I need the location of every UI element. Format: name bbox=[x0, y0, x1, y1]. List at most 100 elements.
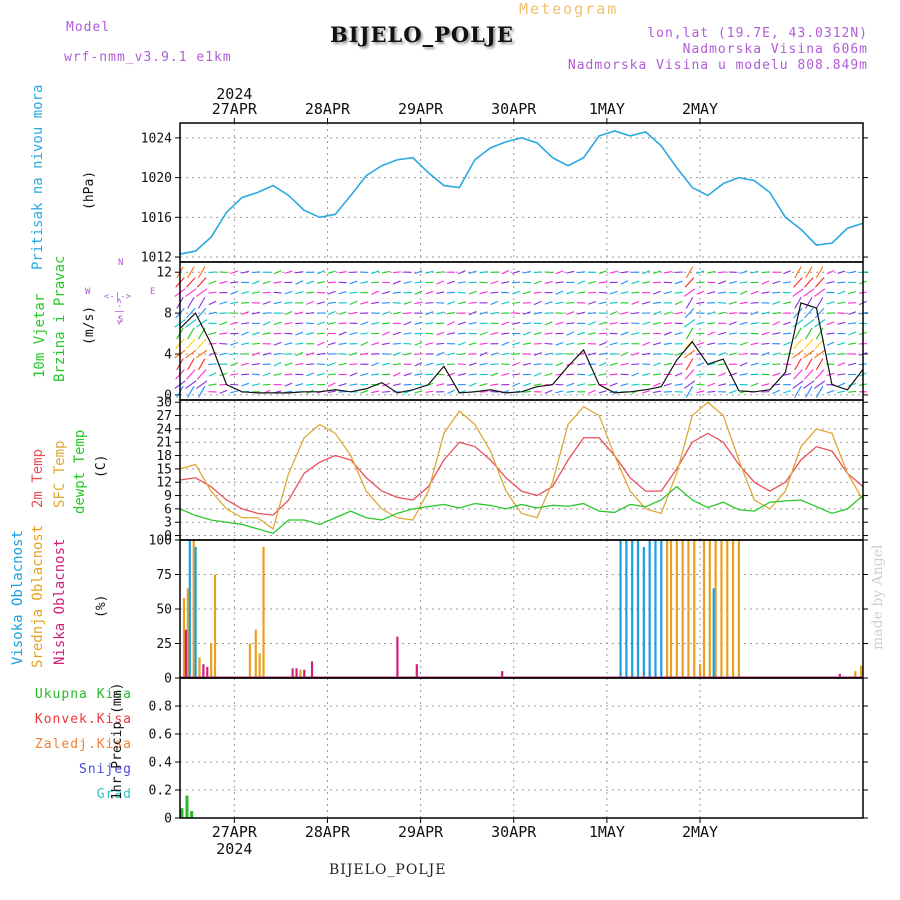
wind-arrow bbox=[251, 311, 260, 315]
wind-arrow bbox=[544, 342, 553, 345]
wind-arrow bbox=[457, 301, 466, 305]
wind-arrow bbox=[479, 351, 488, 357]
wind-arrow bbox=[848, 382, 857, 387]
wind-arrow bbox=[327, 382, 336, 387]
top-day-label: 29APR bbox=[398, 100, 444, 118]
wind-arrow bbox=[684, 277, 695, 288]
wind-arrow bbox=[566, 382, 575, 387]
wind-arrow bbox=[284, 322, 293, 325]
wind-arrow bbox=[382, 331, 390, 336]
wind-arrow bbox=[718, 302, 727, 304]
wind-arrow bbox=[219, 332, 228, 335]
wind-arrow bbox=[479, 342, 488, 345]
wind-arrow bbox=[728, 389, 737, 394]
wind-arrow bbox=[707, 322, 716, 325]
wind-arrow bbox=[284, 311, 293, 316]
wind-arrow bbox=[696, 362, 705, 367]
wind-arrow bbox=[739, 321, 748, 325]
wind-arrow bbox=[848, 362, 857, 366]
wind-arrow bbox=[338, 353, 347, 355]
bottom-day-label: 2MAY bbox=[682, 823, 718, 841]
mid-cloud-bar bbox=[299, 669, 302, 678]
wind-arrow bbox=[251, 373, 260, 376]
wind-arrow bbox=[707, 291, 716, 295]
wind-arrow bbox=[230, 373, 239, 376]
wind-arrow bbox=[544, 372, 553, 377]
wind-arrow bbox=[447, 300, 455, 305]
wind-arrow bbox=[674, 372, 683, 377]
wind-arrow bbox=[403, 280, 412, 285]
wind-arrow bbox=[338, 270, 347, 274]
wind-arrow bbox=[457, 363, 466, 366]
wind-arrow bbox=[262, 372, 271, 377]
wind-arrow bbox=[826, 281, 835, 284]
legend-total-rain: Ukupna Kisa bbox=[34, 687, 132, 702]
wind-arrow bbox=[295, 311, 304, 315]
wind-arrow bbox=[739, 290, 748, 295]
wind-arrow bbox=[196, 319, 208, 328]
wind-arrow bbox=[273, 301, 282, 305]
wind-arrow bbox=[750, 311, 759, 316]
wind-arrow bbox=[642, 352, 651, 356]
wind-arrow bbox=[761, 291, 770, 294]
y-tick-label: 8 bbox=[164, 307, 172, 322]
meteogram-subtitle: Meteogram bbox=[519, 0, 619, 18]
high-cloud-bar bbox=[712, 588, 715, 678]
wind-arrow bbox=[761, 280, 770, 285]
high-cloud-bar bbox=[619, 540, 622, 678]
y-tick-label: 4 bbox=[164, 348, 172, 363]
wind-arrow bbox=[663, 382, 672, 387]
wind-arrow bbox=[620, 271, 629, 274]
mid-cloud-bar bbox=[254, 629, 257, 678]
wind-arrow bbox=[848, 390, 857, 393]
wind-arrow bbox=[533, 352, 542, 356]
wind-arrow bbox=[241, 290, 250, 295]
wind-arrow bbox=[718, 331, 727, 336]
wind-arrow bbox=[653, 310, 661, 316]
wind-arrow bbox=[251, 271, 260, 274]
wind-arrow bbox=[219, 280, 228, 284]
bottom-day-label: 29APR bbox=[398, 823, 444, 841]
wind-arrow bbox=[208, 372, 217, 377]
wind-arrow bbox=[360, 352, 369, 356]
wind-arrow bbox=[295, 383, 304, 387]
wind-arrow bbox=[848, 291, 857, 295]
wind-arrow bbox=[306, 280, 315, 285]
high-cloud-bar bbox=[648, 540, 651, 678]
wind-arrow bbox=[750, 332, 759, 335]
y-tick-label: 27 bbox=[156, 409, 172, 424]
wind-arrow bbox=[295, 351, 304, 357]
wind-arrow bbox=[360, 312, 369, 314]
legend-convective-rain: Konvek.Kisa bbox=[34, 712, 132, 727]
y-tick-label: 0.4 bbox=[149, 756, 173, 771]
wind-arrow bbox=[761, 331, 770, 336]
wind-arrow bbox=[663, 291, 672, 295]
wind-arrow bbox=[230, 390, 239, 394]
compass-we-arrow: <-|-> bbox=[104, 292, 132, 302]
wind-arrow bbox=[317, 341, 325, 346]
y-tick-label: 1020 bbox=[141, 171, 172, 186]
wind-arrow bbox=[522, 382, 531, 387]
wind-arrow bbox=[360, 372, 369, 377]
wind-arrow bbox=[381, 270, 391, 274]
wind-arrow bbox=[555, 290, 564, 295]
wind-arrow bbox=[685, 327, 694, 340]
wind-arrow bbox=[392, 383, 401, 387]
wind-arrow bbox=[577, 280, 586, 285]
wind-arrow bbox=[349, 352, 358, 356]
wind-speed-line bbox=[179, 302, 864, 394]
wind-arrow bbox=[230, 362, 239, 367]
wind-arrow bbox=[631, 383, 640, 386]
wind-arrow bbox=[490, 363, 499, 366]
wind-arrow bbox=[837, 321, 846, 325]
wind-arrow bbox=[316, 352, 325, 356]
wind-arrow bbox=[848, 270, 857, 274]
wind-arrow bbox=[490, 332, 499, 336]
wind-arrow bbox=[803, 288, 815, 297]
wind-arrow bbox=[436, 271, 445, 274]
wind-arrow bbox=[728, 332, 737, 335]
wind-arrow bbox=[566, 302, 575, 304]
wind-arrow bbox=[588, 389, 596, 394]
wind-arrow bbox=[555, 281, 564, 284]
wind-arrow bbox=[761, 383, 770, 387]
